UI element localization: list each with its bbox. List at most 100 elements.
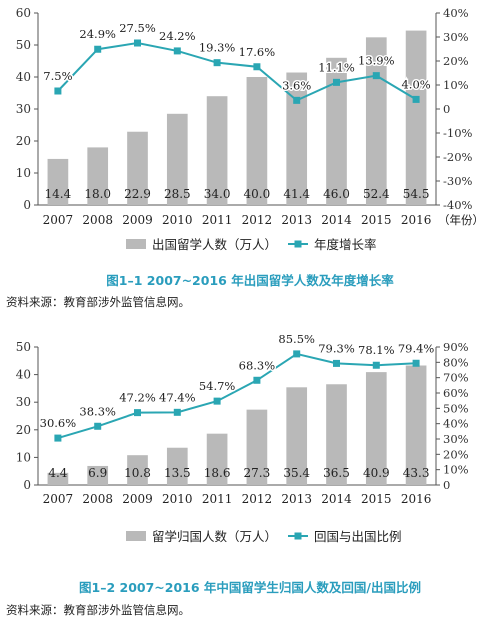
line-point-2016 [412, 95, 420, 103]
line-value-label: 38.3% [79, 404, 116, 418]
x-tick-label: 2016 [401, 213, 432, 227]
figure-2: 0 10 20 30 40 50 0 10% 20% 30% 40% 50% 60% 70% 80% 90% 4… [0, 318, 500, 630]
bar-2016 [405, 30, 427, 205]
bar-value-label: 28.5 [164, 187, 191, 201]
bar-2016 [405, 365, 427, 485]
line-point-2013 [293, 96, 301, 104]
line-point-2009 [134, 39, 141, 47]
line-point-2013 [293, 350, 301, 358]
line-series-path [57, 352, 417, 440]
figure-2-source: 资料来源：教育部涉外监管信息网。 [6, 603, 190, 617]
x-tick-label: 2011 [202, 213, 233, 227]
y-right-tick-label: 40% [443, 417, 469, 431]
y-left-tick-label: 40 [16, 70, 31, 84]
y-right-tick-label: 80% [443, 355, 469, 369]
bar-2007 [47, 158, 69, 205]
y-right-tick-label: 30% [443, 30, 469, 44]
y-right-tick-label: 90% [443, 340, 469, 354]
y-left-tick-label: 0 [23, 198, 31, 212]
bar-value-label: 43.3 [403, 466, 430, 480]
bar-value-label: 14.4 [45, 187, 72, 201]
y-left-tick-label: 10 [16, 450, 31, 464]
bar-value-label: 46.0 [323, 187, 350, 201]
bar-2007 [47, 472, 69, 485]
line-value-label: 13.9% [358, 54, 395, 68]
line-value-label: 85.5% [278, 332, 315, 346]
y-right-tick-label: 40% [443, 6, 469, 20]
figure-1-source: 资料来源：教育部涉外监管信息网。 [6, 295, 190, 309]
y-right-tick-label: 60% [443, 386, 469, 400]
x-tick-label: 2008 [82, 492, 113, 506]
line-point-2011 [213, 397, 221, 405]
y-right-tick-label: -10% [443, 126, 473, 140]
y-left-tick-label: 60 [16, 6, 31, 20]
line-point-2011 [213, 59, 221, 67]
y-right-tick-label: -30% [443, 174, 473, 188]
chart-outbound-students: 0 10 20 30 40 50 60 -40% -30% -20% -10% 0 10% 20% 30% 4… [16, 6, 484, 252]
line-value-label: 79.3% [318, 341, 355, 355]
figure-1: 0 10 20 30 40 50 60 -40% -30% -20% -10% 0 10% 20% 30% 4… [6, 6, 484, 309]
bar-2008 [87, 465, 109, 485]
line-value-label: 3.6% [282, 78, 311, 92]
line-point-2009 [134, 409, 141, 417]
bar-2014 [326, 57, 347, 205]
x-tick-label: 2013 [281, 213, 312, 227]
bar-value-label: 6.9 [88, 466, 107, 480]
x-tick-label: 2010 [162, 492, 193, 506]
bar-value-label: 40.0 [244, 187, 271, 201]
bar-2009 [127, 455, 148, 485]
bar-value-label: 18.0 [84, 187, 111, 201]
x-tick-label: 2009 [122, 213, 153, 227]
y-right-tick-label: 10% [443, 463, 469, 477]
x-tick-label: 2009 [122, 492, 153, 506]
bar-value-label: 27.3 [244, 466, 271, 480]
line-value-label: 24.2% [159, 29, 196, 43]
line-point-2008 [94, 422, 102, 430]
line-point-2010 [173, 47, 181, 55]
bar-2010 [166, 113, 188, 205]
x-unit-label: （年份） [438, 213, 484, 227]
x-tick-label: 2014 [321, 213, 352, 227]
y-left-tick-label: 30 [16, 395, 31, 409]
line-point-2014 [333, 78, 340, 86]
line-point-2007 [54, 87, 62, 95]
y-right-tick-label: 70% [443, 371, 469, 385]
x-tick-label: 2015 [361, 492, 392, 506]
bar-2011 [206, 96, 228, 205]
bar-value-label: 35.4 [283, 466, 310, 480]
y-right-tick-label: 20% [443, 54, 469, 68]
y-right-tick-label: 10% [443, 78, 469, 92]
line-point-2012 [253, 63, 261, 71]
y-left-tick-label: 50 [16, 38, 31, 52]
y-left-tick-label: 20 [16, 134, 31, 148]
bar-2012 [246, 409, 268, 485]
x-tick-label: 2010 [162, 213, 193, 227]
line-point-2008 [94, 45, 102, 53]
line-value-label: 24.9% [79, 27, 116, 41]
line-point-2010 [173, 408, 181, 416]
line-point-2015 [372, 72, 380, 80]
line-value-label: 17.6% [239, 45, 276, 59]
y-left-tick-label: 20 [16, 423, 31, 437]
x-tick-label: 2016 [401, 492, 432, 506]
line-value-label: 4.0% [401, 77, 430, 91]
chart-returned-students: 01020304050010%20%30%40%50%60%70%80%90%4… [16, 330, 469, 544]
bar-value-label: 41.4 [283, 187, 310, 201]
bar-2008 [87, 147, 109, 205]
y-right-tick-label: -40% [443, 198, 473, 212]
line-point-2014 [333, 359, 340, 367]
bar-2013 [286, 72, 308, 206]
line-point-2015 [372, 361, 380, 369]
x-tick-label: 2014 [321, 492, 352, 506]
line-value-label: 47.2% [119, 391, 156, 405]
bar-2012 [246, 77, 268, 205]
bar-2011 [206, 433, 228, 485]
x-tick-label: 2012 [242, 492, 273, 506]
y-left-tick-label: 40 [16, 368, 31, 382]
legend-bar-label: 出国留学人数（万人） [152, 237, 277, 252]
x-tick-label: 2007 [43, 492, 74, 506]
line-value-label: 79.4% [398, 341, 435, 355]
legend-bar-label: 留学归国人数（万人） [152, 529, 277, 544]
y-right-tick-label: 50% [443, 401, 469, 415]
line-value-label: 19.3% [199, 41, 236, 55]
